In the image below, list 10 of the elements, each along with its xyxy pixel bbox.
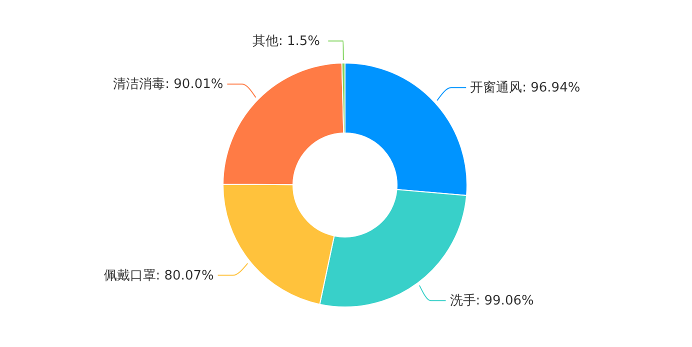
data-label: : 1.5% xyxy=(278,34,320,50)
slice-label: 佩戴口罩 xyxy=(104,268,156,284)
slice-label: 洗手 xyxy=(450,294,476,309)
slice-label: 清洁消毒 xyxy=(113,77,166,92)
slice-label: 其他 xyxy=(252,34,278,50)
slice-label: 开窗通风 xyxy=(470,80,522,96)
data-label: : 96.94% xyxy=(522,80,580,96)
data-label: : 80.07% xyxy=(156,268,214,284)
data-label: : 99.06% xyxy=(476,294,534,309)
data-label: : 90.01% xyxy=(165,77,224,92)
